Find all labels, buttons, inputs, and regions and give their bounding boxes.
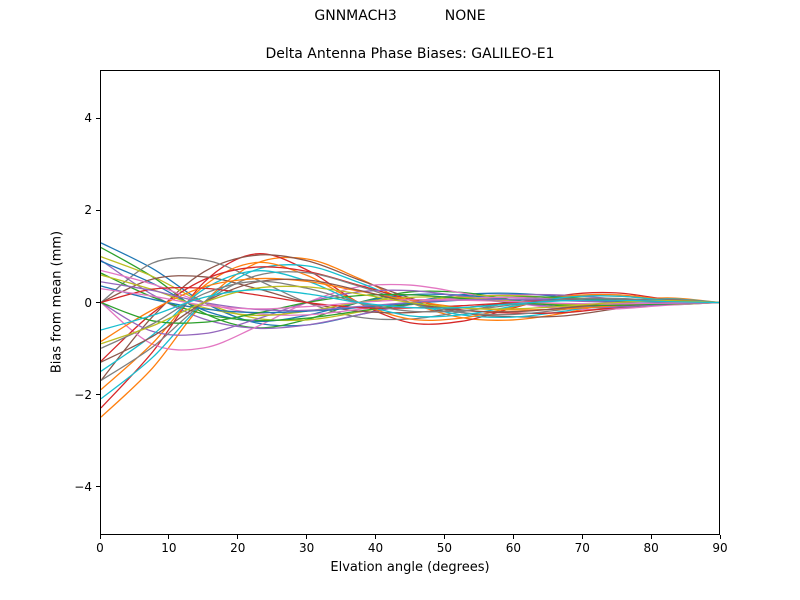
x-tick-label: 40 [367, 541, 384, 555]
y-tick-label: 2 [84, 203, 92, 218]
x-tick-mark [375, 535, 377, 539]
x-tick-mark [168, 535, 170, 539]
y-tick-mark [96, 486, 100, 488]
figure-suptitle: GNNMACH3 NONE [0, 8, 800, 24]
y-tick-label: 0 [84, 295, 92, 310]
x-tick-label: 10 [161, 541, 177, 555]
series-line [101, 256, 719, 418]
x-tick-label: 70 [574, 541, 590, 555]
series-line [101, 253, 719, 409]
y-tick-mark [96, 117, 100, 119]
y-tick-label: −2 [74, 387, 92, 402]
x-tick-mark [512, 535, 514, 539]
x-tick-label: 50 [436, 541, 453, 555]
y-tick-mark [96, 394, 100, 396]
x-tick-mark [719, 535, 721, 539]
suptitle-left: GNNMACH3 [314, 8, 397, 24]
y-tick-mark [96, 302, 100, 303]
chart-title: Delta Antenna Phase Biases: GALILEO-E1 [265, 46, 555, 62]
line-plot [101, 242, 719, 418]
x-tick-label: 90 [712, 541, 728, 555]
x-tick-mark [650, 535, 652, 539]
series-line [101, 288, 719, 310]
x-tick-mark [99, 535, 101, 539]
suptitle-right: NONE [444, 8, 486, 24]
series-line [101, 289, 719, 336]
series-line [101, 285, 719, 314]
y-tick-label: −4 [74, 479, 92, 494]
series-line [101, 280, 719, 349]
x-tick-mark [443, 535, 445, 539]
x-tick-label: 60 [505, 541, 521, 555]
plot-area [100, 70, 720, 535]
y-tick-mark [96, 209, 100, 211]
x-tick-mark [237, 535, 239, 539]
x-axis-label: Elvation angle (degrees) [330, 560, 490, 575]
series-line [101, 293, 719, 324]
series-line [101, 254, 719, 381]
series-line [101, 261, 719, 391]
x-tick-label: 80 [643, 541, 659, 555]
x-tick-label: 30 [299, 541, 315, 555]
series-line [101, 270, 719, 372]
x-tick-mark [581, 535, 583, 539]
series-line [101, 283, 719, 351]
x-tick-label: 0 [96, 541, 104, 555]
series-line [101, 285, 719, 345]
x-tick-mark [306, 535, 308, 539]
series-line [101, 288, 719, 331]
y-tick-label: 4 [84, 111, 92, 126]
x-tick-label: 20 [230, 541, 246, 555]
